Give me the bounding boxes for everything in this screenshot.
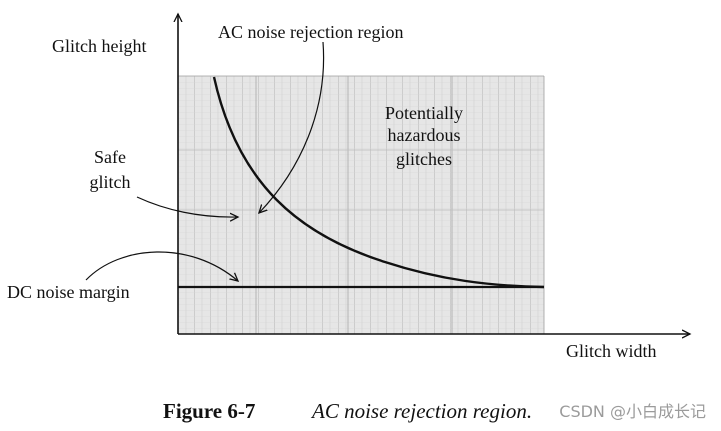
x-axis-label: Glitch width (566, 341, 657, 361)
arrow-ac-to-region (259, 41, 325, 213)
ac-region-title: AC noise rejection region (218, 22, 403, 42)
caption-number: Figure 6-7 (163, 399, 255, 423)
safe-label-line2: glitch (90, 172, 131, 192)
y-axis-label: Glitch height (52, 36, 146, 56)
safe-label-line1: Safe (94, 147, 126, 167)
hazard-label-line3: glitches (396, 149, 452, 169)
arrow-dc-margin (85, 251, 238, 281)
watermark-text: CSDN @小白成长记 (559, 402, 706, 421)
hazard-label-line2: hazardous (388, 125, 461, 145)
dc-margin-label: DC noise margin (7, 282, 130, 302)
noise-region-shading (178, 76, 544, 334)
ac-rejection-curve (212, 76, 545, 289)
hazard-label-line1: Potentially (385, 103, 463, 123)
caption-title: AC noise rejection region. (310, 399, 532, 423)
arrow-safe-glitch (136, 196, 238, 217)
